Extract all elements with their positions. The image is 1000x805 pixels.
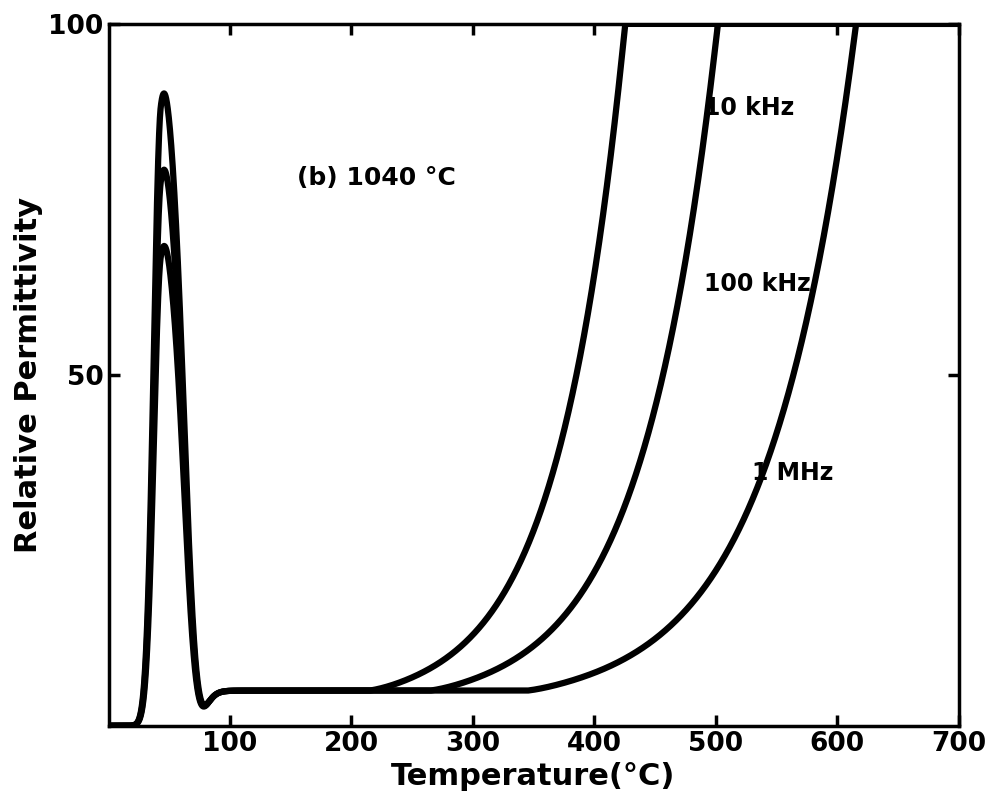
Text: 1 MHz: 1 MHz [752, 461, 833, 485]
Y-axis label: Relative Permittivity: Relative Permittivity [14, 196, 43, 553]
Text: (b) 1040 °C: (b) 1040 °C [297, 167, 456, 190]
Text: 100 kHz: 100 kHz [704, 271, 810, 295]
X-axis label: Temperature(°C): Temperature(°C) [391, 762, 676, 791]
Text: 10 kHz: 10 kHz [704, 96, 794, 120]
